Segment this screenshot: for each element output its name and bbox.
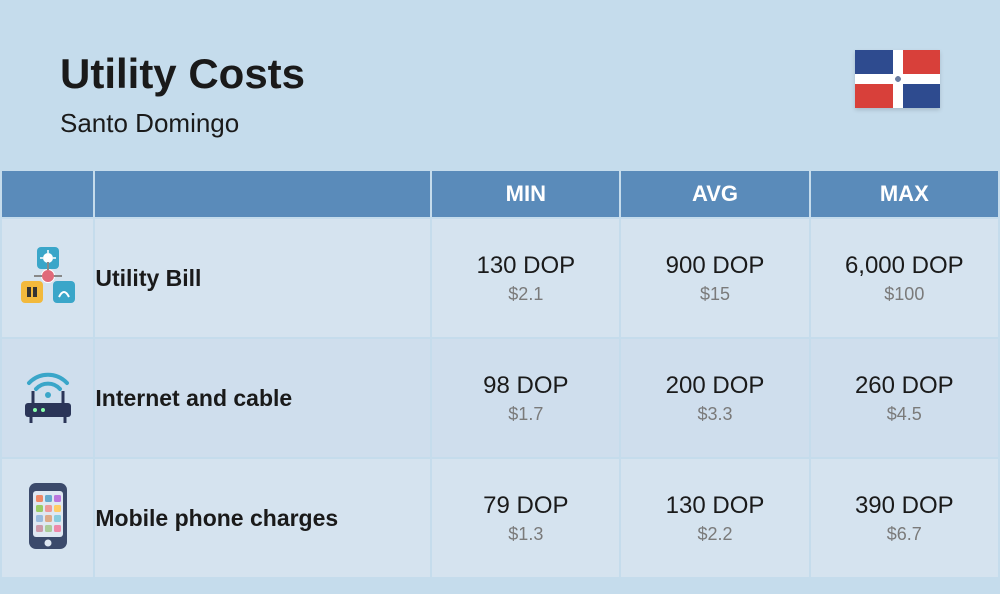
th-max: MAX <box>811 171 998 217</box>
th-avg: AVG <box>621 171 808 217</box>
row-min: 79 DOP $1.3 <box>432 459 619 577</box>
val-usd: $4.5 <box>811 404 998 425</box>
row-max: 260 DOP $4.5 <box>811 339 998 457</box>
val-usd: $3.3 <box>621 404 808 425</box>
val-usd: $15 <box>621 284 808 305</box>
cost-table: MIN AVG MAX <box>0 169 1000 579</box>
row-icon-cell <box>2 219 93 337</box>
val-usd: $1.7 <box>432 404 619 425</box>
row-avg: 130 DOP $2.2 <box>621 459 808 577</box>
th-empty-icon <box>2 171 93 217</box>
val-usd: $100 <box>811 284 998 305</box>
val-dop: 130 DOP <box>621 492 808 520</box>
page-title: Utility Costs <box>60 50 305 98</box>
th-min: MIN <box>432 171 619 217</box>
val-dop: 6,000 DOP <box>811 252 998 280</box>
title-block: Utility Costs Santo Domingo <box>60 50 305 139</box>
val-dop: 390 DOP <box>811 492 998 520</box>
val-usd: $6.7 <box>811 524 998 545</box>
router-icon <box>17 365 79 427</box>
row-max: 6,000 DOP $100 <box>811 219 998 337</box>
header: Utility Costs Santo Domingo <box>0 0 1000 169</box>
val-dop: 200 DOP <box>621 372 808 400</box>
val-dop: 900 DOP <box>621 252 808 280</box>
val-usd: $1.3 <box>432 524 619 545</box>
table-row: Internet and cable 98 DOP $1.7 200 DOP $… <box>2 339 998 457</box>
val-usd: $2.1 <box>432 284 619 305</box>
flag-dominican-republic <box>855 50 940 108</box>
phone-icon <box>25 481 71 551</box>
row-min: 98 DOP $1.7 <box>432 339 619 457</box>
table-row: Utility Bill 130 DOP $2.1 900 DOP $15 6,… <box>2 219 998 337</box>
row-label: Internet and cable <box>95 339 430 457</box>
utility-icon <box>17 245 79 307</box>
th-empty-label <box>95 171 430 217</box>
row-label: Mobile phone charges <box>95 459 430 577</box>
val-dop: 98 DOP <box>432 372 619 400</box>
row-icon-cell <box>2 459 93 577</box>
table-header-row: MIN AVG MAX <box>2 171 998 217</box>
table-row: Mobile phone charges 79 DOP $1.3 130 DOP… <box>2 459 998 577</box>
row-label: Utility Bill <box>95 219 430 337</box>
row-max: 390 DOP $6.7 <box>811 459 998 577</box>
row-min: 130 DOP $2.1 <box>432 219 619 337</box>
row-avg: 900 DOP $15 <box>621 219 808 337</box>
row-icon-cell <box>2 339 93 457</box>
val-dop: 130 DOP <box>432 252 619 280</box>
page-subtitle: Santo Domingo <box>60 108 305 139</box>
row-avg: 200 DOP $3.3 <box>621 339 808 457</box>
val-usd: $2.2 <box>621 524 808 545</box>
val-dop: 260 DOP <box>811 372 998 400</box>
val-dop: 79 DOP <box>432 492 619 520</box>
